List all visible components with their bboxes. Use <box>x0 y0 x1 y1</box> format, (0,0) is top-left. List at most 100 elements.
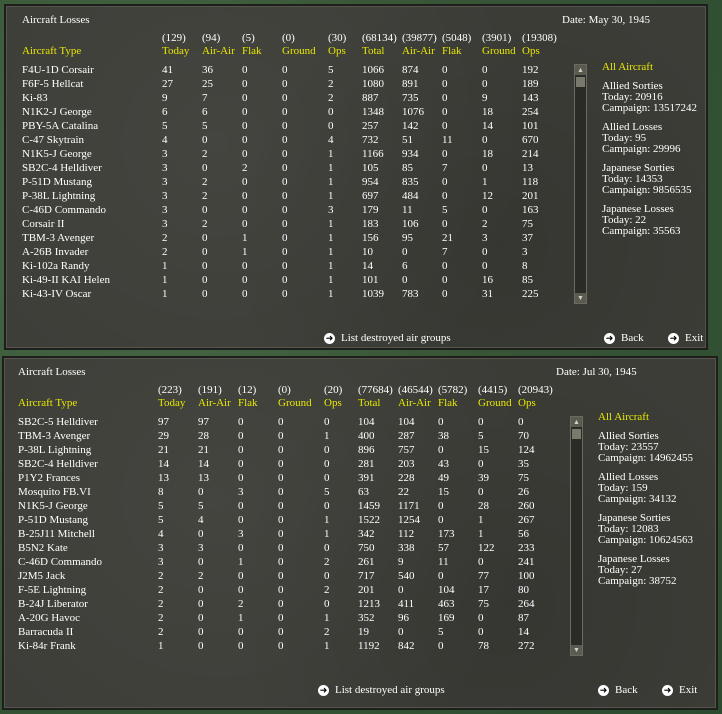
cell-flak: 0 <box>242 288 248 300</box>
header-total-flak: (12) <box>238 384 257 396</box>
table-row[interactable]: A-20G Havoc 2 0 1 0 1 352 96 169 0 87 <box>4 612 564 626</box>
cell-total-air-air: 842 <box>398 640 415 652</box>
table-row[interactable]: PBY-5A Catalina 5 5 0 0 0 257 142 0 14 101 <box>6 120 566 134</box>
cell-total-flak: 104 <box>438 584 455 596</box>
header-label-air-air[interactable]: Air-Air <box>202 45 235 57</box>
cell-flak: 0 <box>238 444 244 456</box>
table-row[interactable]: SB2C-4 Helldiver 3 0 2 0 1 105 85 7 0 13 <box>6 162 566 176</box>
table-row[interactable]: Ki-83 9 7 0 0 2 887 735 0 9 143 <box>6 92 566 106</box>
table-row[interactable]: Mosquito FB.VI 8 0 3 0 5 63 22 15 0 26 <box>4 486 564 500</box>
cell-total-flak: 173 <box>438 528 455 540</box>
table-row[interactable]: TBM-3 Avenger 2 0 1 0 1 156 95 21 3 37 <box>6 232 566 246</box>
cell-today: 2 <box>158 598 164 610</box>
scroll-down-icon[interactable]: ▼ <box>571 645 582 655</box>
header-label-total-ground[interactable]: Ground <box>478 397 512 409</box>
cell-total: 1348 <box>362 106 384 118</box>
header-label-total-ops[interactable]: Ops <box>518 397 536 409</box>
scroll-up-icon[interactable]: ▲ <box>571 417 582 427</box>
header-label-total-flak[interactable]: Flak <box>442 45 462 57</box>
scroll-thumb[interactable] <box>576 77 585 87</box>
table-row[interactable]: B-24J Liberator 2 0 2 0 0 1213 411 463 75 264 <box>4 598 564 612</box>
back-button[interactable]: ➜ Back <box>604 332 644 344</box>
all-aircraft-filter[interactable]: All Aircraft <box>602 61 654 73</box>
table-row[interactable]: Corsair II 3 2 0 0 1 183 106 0 2 75 <box>6 218 566 232</box>
cell-total-ground: 0 <box>482 162 488 174</box>
cell-flak: 0 <box>242 78 248 90</box>
header-label-total-ops[interactable]: Ops <box>522 45 540 57</box>
cell-air-air: 4 <box>198 514 204 526</box>
cell-ground: 0 <box>282 232 288 244</box>
cell-total-ground: 28 <box>478 500 489 512</box>
table-row[interactable]: P-51D Mustang 3 2 0 0 1 954 835 0 1 118 <box>6 176 566 190</box>
table-row[interactable]: SB2C-4 Helldiver 14 14 0 0 0 281 203 43 0 35 <box>4 458 564 472</box>
header-label-total-air-air[interactable]: Air-Air <box>402 45 435 57</box>
table-row[interactable]: Ki-43-IV Oscar 1 0 0 0 1 1039 783 0 31 225 <box>6 288 566 302</box>
table-row[interactable]: F6F-5 Hellcat 27 25 0 0 2 1080 891 0 0 189 <box>6 78 566 92</box>
cell-total-air-air: 874 <box>402 64 419 76</box>
back-button[interactable]: ➜ Back <box>598 684 638 696</box>
header-label-ops[interactable]: Ops <box>328 45 346 57</box>
cell-total-ops: 267 <box>518 514 535 526</box>
table-row[interactable]: N1K5-J George 3 2 0 0 1 1166 934 0 18 214 <box>6 148 566 162</box>
scroll-thumb[interactable] <box>572 429 581 439</box>
cell-ground: 0 <box>278 500 284 512</box>
header-label-total-flak[interactable]: Flak <box>438 397 458 409</box>
header-label-ground[interactable]: Ground <box>278 397 312 409</box>
cell-total: 14 <box>362 260 373 272</box>
header-label-flak[interactable]: Flak <box>242 45 262 57</box>
table-row[interactable]: F-5E Lightning 2 0 0 0 2 201 0 104 17 80 <box>4 584 564 598</box>
scroll-down-icon[interactable]: ▼ <box>575 293 586 303</box>
header-label-flak[interactable]: Flak <box>238 397 258 409</box>
table-row[interactable]: Ki-49-II KAI Helen 1 0 0 0 1 101 0 0 16 85 <box>6 274 566 288</box>
arrow-right-icon: ➜ <box>668 332 679 344</box>
cell-today: 1 <box>158 640 164 652</box>
header-label-today[interactable]: Today <box>162 45 190 57</box>
table-row[interactable]: B5N2 Kate 3 3 0 0 0 750 338 57 122 233 <box>4 542 564 556</box>
table-row[interactable]: B-25J11 Mitchell 4 0 3 0 1 342 112 173 1 56 <box>4 528 564 542</box>
header-label-ops[interactable]: Ops <box>324 397 342 409</box>
table-row[interactable]: C-46D Commando 3 0 0 0 3 179 11 5 0 163 <box>6 204 566 218</box>
header-total-total-ops: (20943) <box>518 384 553 396</box>
cell-ops: 1 <box>328 274 334 286</box>
scrollbar[interactable]: ▲ ▼ <box>570 416 583 656</box>
table-row[interactable]: P-38L Lightning 21 21 0 0 0 896 757 0 15 124 <box>4 444 564 458</box>
cell-total-ground: 3 <box>482 232 488 244</box>
header-label-total[interactable]: Total <box>362 45 385 57</box>
table-row[interactable]: C-47 Skytrain 4 0 0 0 4 732 51 11 0 670 <box>6 134 566 148</box>
table-row[interactable]: SB2C-5 Helldiver 97 97 0 0 0 104 104 0 0 0 <box>4 416 564 430</box>
table-row[interactable]: TBM-3 Avenger 29 28 0 0 1 400 287 38 5 70 <box>4 430 564 444</box>
header-label-ground[interactable]: Ground <box>282 45 316 57</box>
table-row[interactable]: Barracuda II 2 0 0 0 2 19 0 5 0 14 <box>4 626 564 640</box>
table-row[interactable]: P-38L Lightning 3 2 0 0 1 697 484 0 12 201 <box>6 190 566 204</box>
all-aircraft-filter[interactable]: All Aircraft <box>598 411 650 423</box>
header-label-total-air-air[interactable]: Air-Air <box>398 397 431 409</box>
list-destroyed-button[interactable]: ➜ List destroyed air groups <box>318 684 445 696</box>
scroll-up-icon[interactable]: ▲ <box>575 65 586 75</box>
header-label-total-ground[interactable]: Ground <box>482 45 516 57</box>
table-row[interactable]: N1K2-J George 6 6 0 0 0 1348 1076 0 18 254 <box>6 106 566 120</box>
cell-total-air-air: 891 <box>402 78 419 90</box>
cell-flak: 0 <box>242 64 248 76</box>
cell-total-ground: 1 <box>482 176 488 188</box>
table-row[interactable]: A-26B Invader 2 0 1 0 1 10 0 7 0 3 <box>6 246 566 260</box>
scrollbar[interactable]: ▲ ▼ <box>574 64 587 304</box>
table-row[interactable]: J2M5 Jack 2 2 0 0 0 717 540 0 77 100 <box>4 570 564 584</box>
cell-aircraft-type: P-38L Lightning <box>22 190 96 202</box>
table-row[interactable]: P-51D Mustang 5 4 0 0 1 1522 1254 0 1 267 <box>4 514 564 528</box>
table-row[interactable]: Ki-102a Randy 1 0 0 0 1 14 6 0 0 8 <box>6 260 566 274</box>
table-row[interactable]: P1Y2 Frances 13 13 0 0 0 391 228 49 39 75 <box>4 472 564 486</box>
cell-total: 391 <box>358 472 375 484</box>
table-row[interactable]: N1K5-J George 5 5 0 0 0 1459 1171 0 28 260 <box>4 500 564 514</box>
exit-button[interactable]: ➜ Exit <box>662 684 697 696</box>
cell-total-flak: 43 <box>438 458 449 470</box>
table-row[interactable]: C-46D Commando 3 0 1 0 2 261 9 11 0 241 <box>4 556 564 570</box>
table-row[interactable]: Ki-84r Frank 1 0 0 0 1 1192 842 0 78 272 <box>4 640 564 654</box>
header-label-total[interactable]: Total <box>358 397 381 409</box>
exit-button[interactable]: ➜ Exit <box>668 332 703 344</box>
table-row[interactable]: F4U-1D Corsair 41 36 0 0 5 1066 874 0 0 192 <box>6 64 566 78</box>
cell-today: 2 <box>158 584 164 596</box>
header-label-air-air[interactable]: Air-Air <box>198 397 231 409</box>
list-destroyed-button[interactable]: ➜ List destroyed air groups <box>324 332 451 344</box>
header-label-today[interactable]: Today <box>158 397 186 409</box>
cell-total-flak: 0 <box>442 260 448 272</box>
